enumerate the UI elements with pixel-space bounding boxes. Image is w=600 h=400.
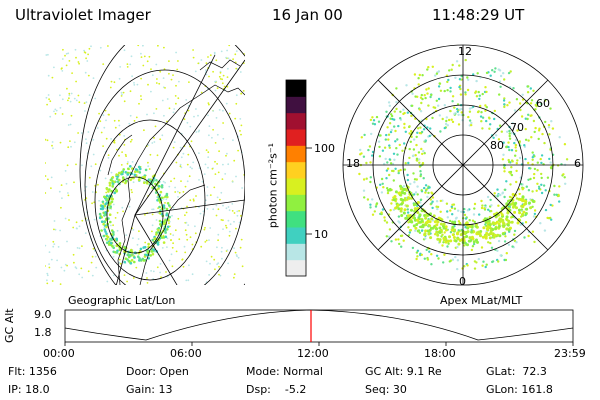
gc-alt-axis-label: GC Alt	[3, 308, 16, 343]
lat-label-70: 70	[510, 121, 524, 134]
colorbar-band	[286, 161, 306, 179]
glat-value: GLat: 72.3	[486, 365, 547, 378]
colorbar-band	[286, 129, 306, 146]
y-tick-1-8: 1.8	[34, 326, 52, 339]
colorbar-band	[286, 145, 306, 163]
ip-value: IP: 18.0	[8, 383, 50, 396]
time-label: 11:48:29 UT	[432, 6, 525, 24]
colorbar-tick-10: 10	[314, 228, 328, 241]
glon-value: GLon: 161.8	[486, 383, 553, 396]
colorbar-band	[286, 227, 306, 244]
instrument-title: Ultraviolet Imager	[15, 6, 151, 24]
lat-lon-grid	[79, 45, 245, 285]
left-aurora-speckle	[45, 45, 245, 285]
mlt-label-6: 6	[574, 157, 581, 170]
x-tick-0000: 00:00	[43, 347, 75, 360]
x-tick-2359: 23:59	[554, 347, 586, 360]
colorbar-band	[286, 243, 306, 261]
mlt-label-12: 12	[458, 45, 472, 58]
colorbar-band	[286, 259, 306, 277]
coastlines	[107, 59, 245, 285]
polar-grid	[342, 44, 584, 286]
date-label: 16 Jan 00	[272, 6, 343, 24]
colorbar-unit-label: photon cm⁻²s⁻¹	[266, 142, 280, 229]
dsp-value: Dsp: -5.2	[246, 383, 307, 396]
door-value: Door: Open	[126, 365, 189, 378]
seq-value: Seq: 30	[365, 383, 407, 396]
colorbar-band	[286, 80, 306, 97]
colorbar-band	[286, 112, 306, 130]
mode-value: Mode: Normal	[246, 365, 323, 378]
colorbar-tick-100: 100	[314, 142, 335, 155]
colorbar-band	[286, 178, 306, 195]
orbit-timeline	[64, 309, 574, 346]
x-tick-0600: 06:00	[170, 347, 202, 360]
lat-label-80: 80	[490, 139, 504, 152]
mlt-label-18: 18	[346, 157, 360, 170]
x-tick-1200: 12:00	[297, 347, 329, 360]
x-tick-1800: 18:00	[424, 347, 456, 360]
colorbar-band	[286, 96, 306, 114]
colorbar-band	[286, 210, 306, 228]
colorbar-band	[286, 194, 306, 212]
mlt-label-0: 0	[459, 275, 466, 288]
polar-plot	[342, 44, 584, 286]
lat-label-60: 60	[536, 97, 550, 110]
geographic-map	[45, 45, 245, 285]
gain-value: Gain: 13	[126, 383, 173, 396]
geographic-caption: Geographic Lat/Lon	[68, 294, 176, 307]
gcalt-value: GC Alt: 9.1 Re	[365, 365, 442, 378]
y-tick-9: 9.0	[34, 308, 52, 321]
apex-caption: Apex MLat/MLT	[440, 294, 523, 307]
colorbar	[285, 79, 312, 277]
flt-value: Flt: 1356	[8, 365, 57, 378]
altitude-curve	[64, 309, 574, 341]
